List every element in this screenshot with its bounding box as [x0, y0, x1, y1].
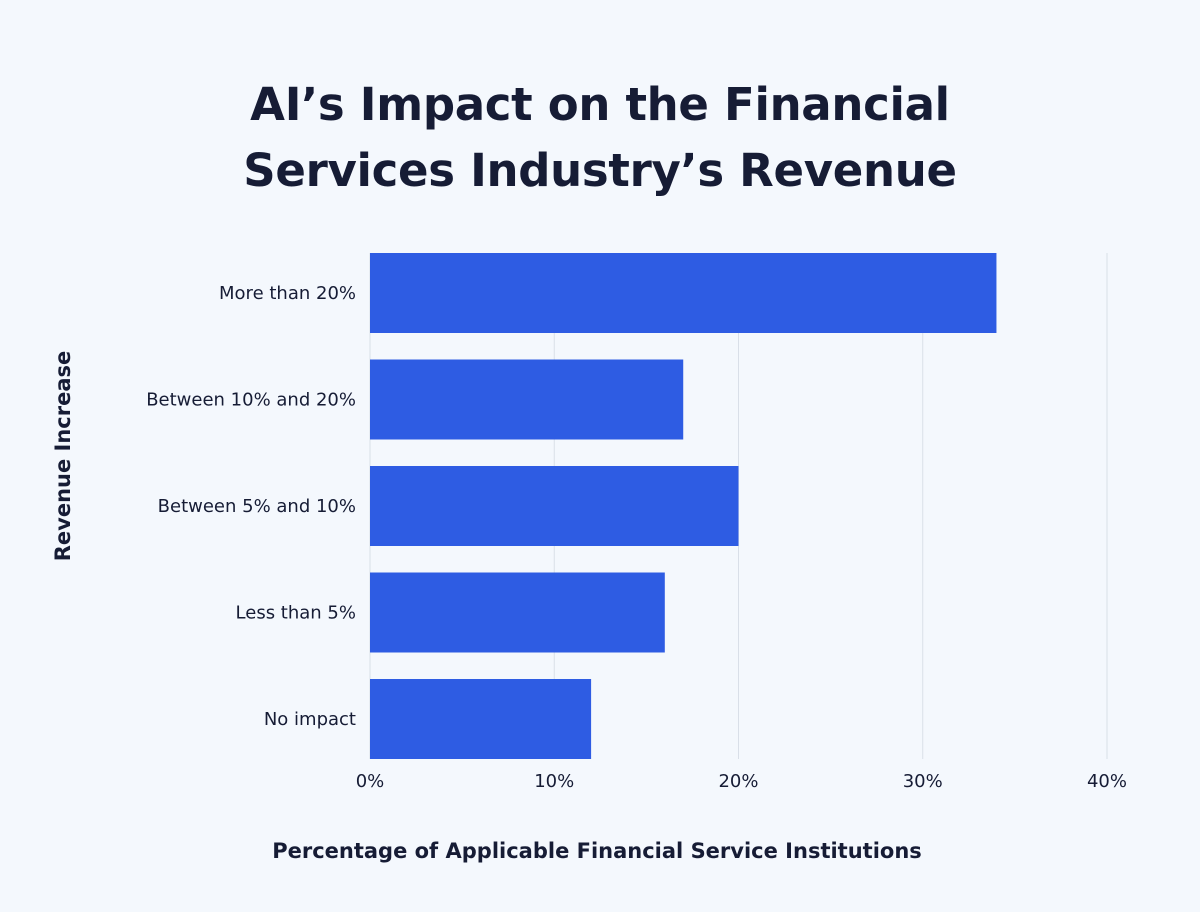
category-label-5: No impact [264, 709, 356, 730]
bar-3 [370, 466, 739, 546]
category-label-4: Less than 5% [236, 603, 356, 624]
category-label-2: Between 10% and 20% [146, 390, 356, 411]
bars [370, 253, 997, 759]
y-axis-title: Revenue Increase [51, 351, 75, 562]
x-tick-labels: 0% 10% 20% 30% 40% [356, 771, 1127, 792]
x-tick-label-10: 10% [534, 771, 574, 792]
x-tick-label-40: 40% [1087, 771, 1127, 792]
chart-title-line-1: AI’s Impact on the Financial [250, 78, 950, 131]
bar-1 [370, 253, 997, 333]
bar-4 [370, 572, 665, 653]
category-label-1: More than 20% [219, 283, 356, 304]
x-tick-label-30: 30% [903, 771, 943, 792]
x-tick-label-0: 0% [356, 771, 385, 792]
chart-title: AI’s Impact on the Financial Services In… [0, 72, 1200, 204]
category-labels: More than 20% Between 10% and 20% Between … [146, 283, 356, 730]
x-axis-title: Percentage of Applicable Financial Servi… [272, 839, 922, 863]
bar-2 [370, 359, 684, 440]
bar-5 [370, 679, 592, 759]
x-tick-label-20: 20% [718, 771, 758, 792]
chart-title-line-2: Services Industry’s Revenue [243, 144, 957, 197]
category-label-3: Between 5% and 10% [158, 496, 356, 517]
